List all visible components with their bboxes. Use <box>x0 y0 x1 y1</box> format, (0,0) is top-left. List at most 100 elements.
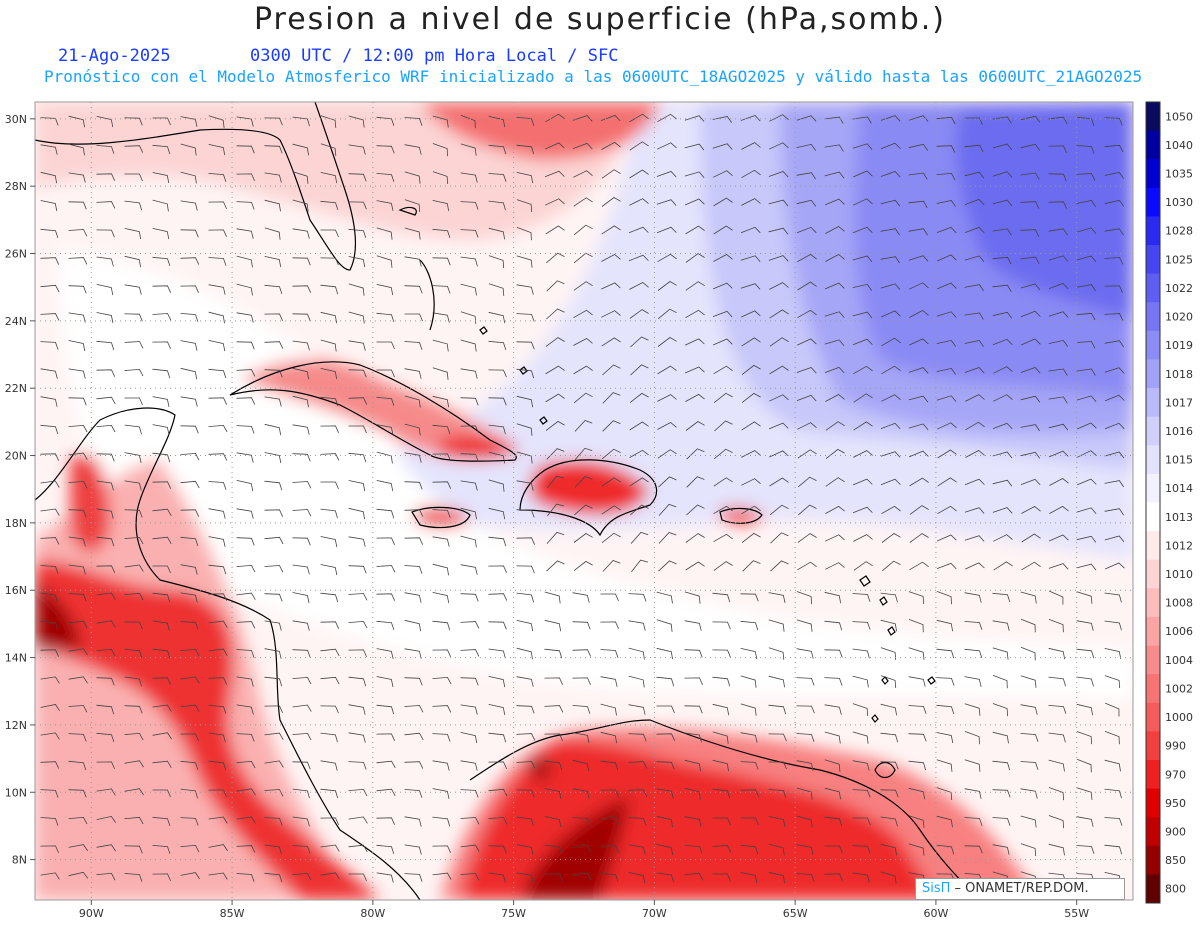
wind-barb <box>741 421 761 431</box>
lat-label: 24N <box>5 315 27 328</box>
wind-barb <box>1104 394 1125 402</box>
wind-barb <box>320 453 340 461</box>
wind-barb <box>936 619 953 632</box>
wind-barb <box>1048 590 1064 605</box>
wind-barb <box>292 199 309 212</box>
lon-label: 65W <box>783 907 808 920</box>
wind-barb <box>769 450 789 458</box>
wind-barb <box>40 537 60 545</box>
wind-barb <box>796 844 814 855</box>
wind-barb <box>1076 648 1095 659</box>
colorbar-label: 1022 <box>1165 282 1193 295</box>
wind-barb <box>96 677 115 686</box>
wind-barb <box>460 535 477 548</box>
wind-barb <box>1104 257 1124 265</box>
colorbar-swatch <box>1146 330 1160 360</box>
map-title: Presion a nivel de superficie (hPa,somb.… <box>253 2 947 37</box>
wind-barb <box>656 591 673 604</box>
wind-barb <box>152 704 172 712</box>
wind-barb <box>96 424 116 433</box>
wind-barb <box>236 480 254 492</box>
wind-barb <box>404 592 422 603</box>
wind-barb <box>825 534 845 542</box>
wind-barb <box>1020 201 1040 209</box>
wind-barb <box>965 562 985 570</box>
wind-barb <box>320 788 339 799</box>
colorbar: 1050 1040 1035 1030 1028 1025 1022 1020 1019 1018… <box>1145 101 1193 904</box>
wind-barb <box>208 340 226 352</box>
wind-barb <box>992 338 1013 346</box>
wind-barb <box>404 313 423 322</box>
wind-barb <box>657 142 677 150</box>
wind-barb <box>658 476 677 488</box>
wind-barb <box>992 675 1008 689</box>
wind-barb <box>628 675 645 688</box>
wind-barb <box>152 172 170 184</box>
wind-barb <box>348 649 367 658</box>
wind-barb <box>1104 759 1121 772</box>
wind-barb <box>460 311 477 324</box>
wind-barb <box>909 310 929 318</box>
wind-barb <box>712 845 732 853</box>
wind-barb <box>1020 843 1037 857</box>
wind-barb <box>936 704 955 715</box>
wind-barb <box>1020 310 1041 318</box>
wind-barb <box>601 477 621 487</box>
colorbar-swatch <box>1146 159 1160 189</box>
wind-barb <box>769 142 789 150</box>
wind-barb <box>798 476 817 488</box>
wind-barb <box>68 257 88 265</box>
colorbar-label: 1040 <box>1165 139 1193 152</box>
wind-barb <box>797 449 817 459</box>
wind-barb <box>684 732 702 743</box>
wind-barb <box>488 283 505 296</box>
wind-barb <box>1104 788 1122 799</box>
wind-barb <box>208 397 228 405</box>
wind-barb <box>180 229 199 238</box>
wind-barb <box>432 424 451 435</box>
wind-barb <box>852 478 873 486</box>
wind-barb <box>348 452 367 463</box>
wind-barb <box>320 425 339 433</box>
wind-barb <box>180 704 200 712</box>
wind-barb <box>180 564 198 575</box>
wind-barb <box>208 620 228 628</box>
wind-barb <box>320 200 339 211</box>
wind-barb <box>488 255 505 269</box>
wind-barb <box>292 816 310 827</box>
wind-barb <box>348 340 366 351</box>
wind-barb <box>572 788 590 799</box>
wind-barb <box>824 816 843 827</box>
wind-barb <box>124 368 144 377</box>
wind-barb <box>936 395 957 402</box>
wind-barb <box>1104 592 1122 603</box>
wind-barb <box>937 449 957 459</box>
wind-barb <box>208 424 228 433</box>
wind-barb <box>488 507 506 520</box>
wind-barb <box>348 425 367 434</box>
wind-barb <box>96 480 114 491</box>
wind-barb <box>824 366 845 374</box>
wind-barb <box>628 789 648 797</box>
wind-barb <box>880 451 901 458</box>
wind-barb <box>602 560 621 572</box>
wind-barb <box>488 424 506 435</box>
lat-label: 10N <box>5 786 27 799</box>
wind-barb <box>236 564 256 573</box>
wind-barb <box>742 560 761 572</box>
wind-barb <box>264 313 283 321</box>
wind-barb <box>68 871 89 879</box>
wind-barb <box>516 733 536 741</box>
wind-barb <box>908 843 925 856</box>
wind-barb <box>292 228 310 239</box>
wind-barb <box>1076 284 1096 292</box>
wind-barb <box>573 170 593 178</box>
wind-barb <box>796 394 817 402</box>
wind-barb <box>824 873 843 881</box>
wind-barb <box>432 481 452 489</box>
wind-barb <box>656 647 673 660</box>
wind-barb <box>96 284 114 296</box>
wind-barb <box>574 476 593 488</box>
wind-barb <box>264 648 282 659</box>
wind-barb <box>208 705 227 714</box>
